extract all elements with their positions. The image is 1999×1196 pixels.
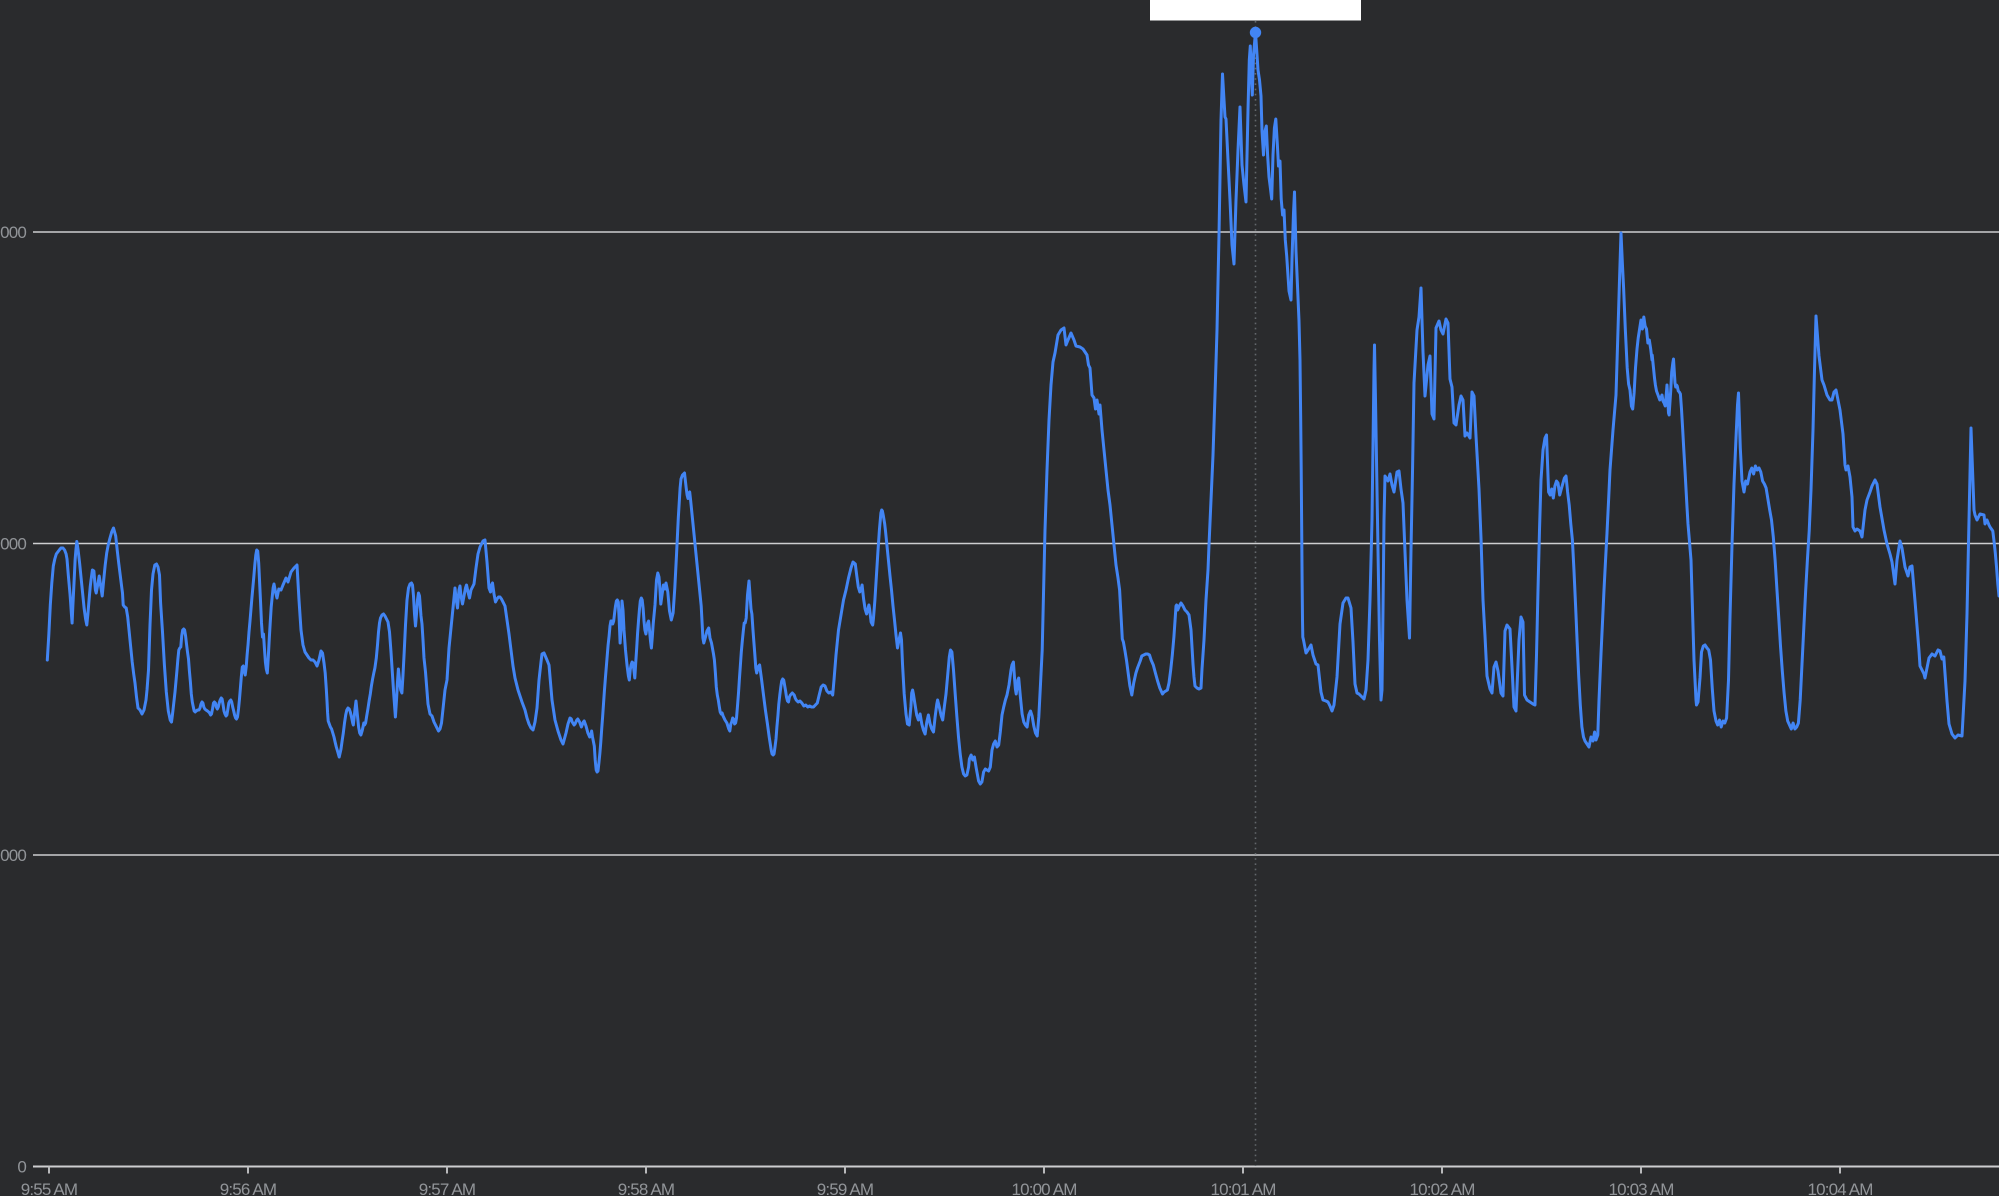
svg-text:0: 0 xyxy=(17,1158,26,1177)
svg-text:15,000: 15,000 xyxy=(0,223,26,242)
svg-text:9:58 AM: 9:58 AM xyxy=(618,1180,674,1196)
svg-text:10:01 AM: 10:01 AM xyxy=(1210,1180,1275,1196)
svg-text:10:02 AM: 10:02 AM xyxy=(1409,1180,1474,1196)
svg-text:9:55 AM: 9:55 AM xyxy=(21,1180,77,1196)
svg-text:9:56 AM: 9:56 AM xyxy=(220,1180,276,1196)
svg-text:10,000: 10,000 xyxy=(0,535,26,554)
svg-text:9:57 AM: 9:57 AM xyxy=(419,1180,475,1196)
svg-text:9:59 AM: 9:59 AM xyxy=(817,1180,873,1196)
svg-text:5,000: 5,000 xyxy=(0,846,26,865)
svg-text:10:04 AM: 10:04 AM xyxy=(1807,1180,1872,1196)
svg-text:10:00 AM: 10:00 AM xyxy=(1011,1180,1076,1196)
svg-text:10:03 AM: 10:03 AM xyxy=(1608,1180,1673,1196)
